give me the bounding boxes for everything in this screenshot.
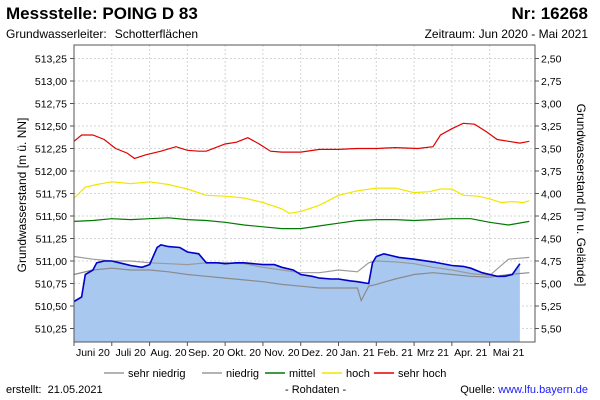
series-line-sehr-niedrig	[73, 267, 530, 303]
y-tick-label-right: 3,25	[541, 121, 562, 133]
legend-label: niedrig	[226, 368, 259, 380]
y-axis-right: 5,50 5,25 5,00 4,75 4,50 4,25 4,00 3,75 3,50 3,25…	[535, 54, 562, 336]
y-axis-left-title: Grundwasserstand [m ü. NN]	[15, 118, 29, 273]
source-link[interactable]: www.lfu.bayern.de	[498, 384, 588, 396]
created-date: 21.05.2021	[47, 384, 103, 396]
y-tick-label-left: 510,50	[35, 301, 67, 313]
y-tick-label-right: 5,50	[541, 324, 562, 336]
series-line-niedrig	[73, 255, 530, 277]
y-axis-right-title: Grundwasserstand [m u. Gelände]	[574, 104, 588, 287]
y-tick-label-right: 2,50	[541, 54, 562, 66]
y-tick-label-left: 510,25	[35, 324, 67, 336]
station-number: Nr: 16268	[511, 4, 588, 23]
y-tick-label-left: 512,00	[35, 166, 67, 178]
x-tick-label: Mrz 21	[417, 347, 449, 359]
y-tick-label-right: 4,75	[541, 256, 562, 268]
x-tick-label: Aug. 20	[150, 347, 186, 359]
y-tick-label-right: 4,00	[541, 189, 562, 201]
x-tick-label: Mai 21	[493, 347, 525, 359]
x-tick-label: Juni 20	[76, 347, 110, 359]
x-tick-label: Juli 20	[116, 347, 147, 359]
y-tick-label-right: 5,00	[541, 279, 562, 291]
y-tick-label-left: 511,50	[36, 211, 67, 223]
x-tick-label: Dez. 20	[302, 347, 338, 359]
measured-area	[74, 244, 520, 342]
created-label: erstellt:	[6, 384, 42, 396]
y-tick-label-right: 3,50	[541, 144, 562, 156]
series-line-sehr-hoch	[73, 122, 530, 160]
y-tick-label-left: 512,75	[35, 99, 67, 111]
raw-data-note: - Rohdaten -	[285, 384, 347, 396]
y-axis-left: 510,25 510,50 510,75 511,00 511,25 511,50 511,…	[35, 54, 74, 336]
x-axis: Juni 20 Juli 20 Aug. 20 Sep. 20 Okt. 20 Nov. …	[73, 342, 525, 359]
series-line-hoch	[73, 181, 530, 214]
period-label: Zeitraum: Jun 2020 - Mai 2021	[424, 27, 588, 41]
y-tick-label-left: 512,50	[35, 121, 67, 133]
y-tick-label-right: 4,50	[541, 234, 562, 246]
legend-label: hoch	[346, 368, 370, 380]
y-tick-label-right: 2,75	[541, 76, 562, 88]
x-tick-label: Feb. 21	[377, 347, 413, 359]
legend-label: mittel	[289, 368, 315, 380]
x-tick-label: Apr. 21	[454, 347, 487, 359]
y-tick-label-right: 3,00	[541, 99, 562, 111]
x-tick-label: Nov. 20	[264, 347, 300, 359]
y-tick-label-left: 510,75	[35, 279, 67, 291]
series-line-messwerte	[73, 243, 521, 303]
y-tick-label-right: 5,25	[541, 301, 562, 313]
aquifer-label: Grundwasserleiter:	[6, 27, 107, 41]
source-info: Quelle: www.lfu.bayern.de	[460, 384, 588, 396]
y-tick-label-left: 511,00	[36, 256, 67, 268]
source-label: Quelle:	[460, 384, 496, 396]
series-line-mittel	[73, 217, 530, 230]
y-tick-label-left: 513,25	[35, 54, 67, 66]
y-tick-label-left: 511,25	[36, 234, 67, 246]
station-title: Messstelle: POING D 83	[6, 4, 198, 23]
created-info: erstellt: 21.05.2021	[6, 384, 103, 396]
measured-fill-layer	[74, 244, 520, 342]
legend: sehr niedrig niedrig mittel hoch sehr hoch	[104, 368, 446, 380]
y-tick-label-right: 3,75	[541, 166, 562, 178]
x-tick-label: Jan. 21	[340, 347, 375, 359]
series-layer	[73, 122, 530, 303]
aquifer-info: Grundwasserleiter: Schotterflächen	[6, 27, 198, 41]
legend-label: sehr niedrig	[128, 368, 185, 380]
y-tick-label-left: 512,25	[35, 144, 67, 156]
y-tick-label-right: 4,25	[541, 211, 562, 223]
x-tick-label: Sep. 20	[188, 347, 224, 359]
y-tick-label-left: 511,75	[36, 189, 67, 201]
legend-label: sehr hoch	[398, 368, 446, 380]
y-tick-label-left: 513,00	[35, 76, 67, 88]
x-tick-label: Okt. 20	[227, 347, 261, 359]
aquifer-value: Schotterflächen	[114, 27, 199, 41]
